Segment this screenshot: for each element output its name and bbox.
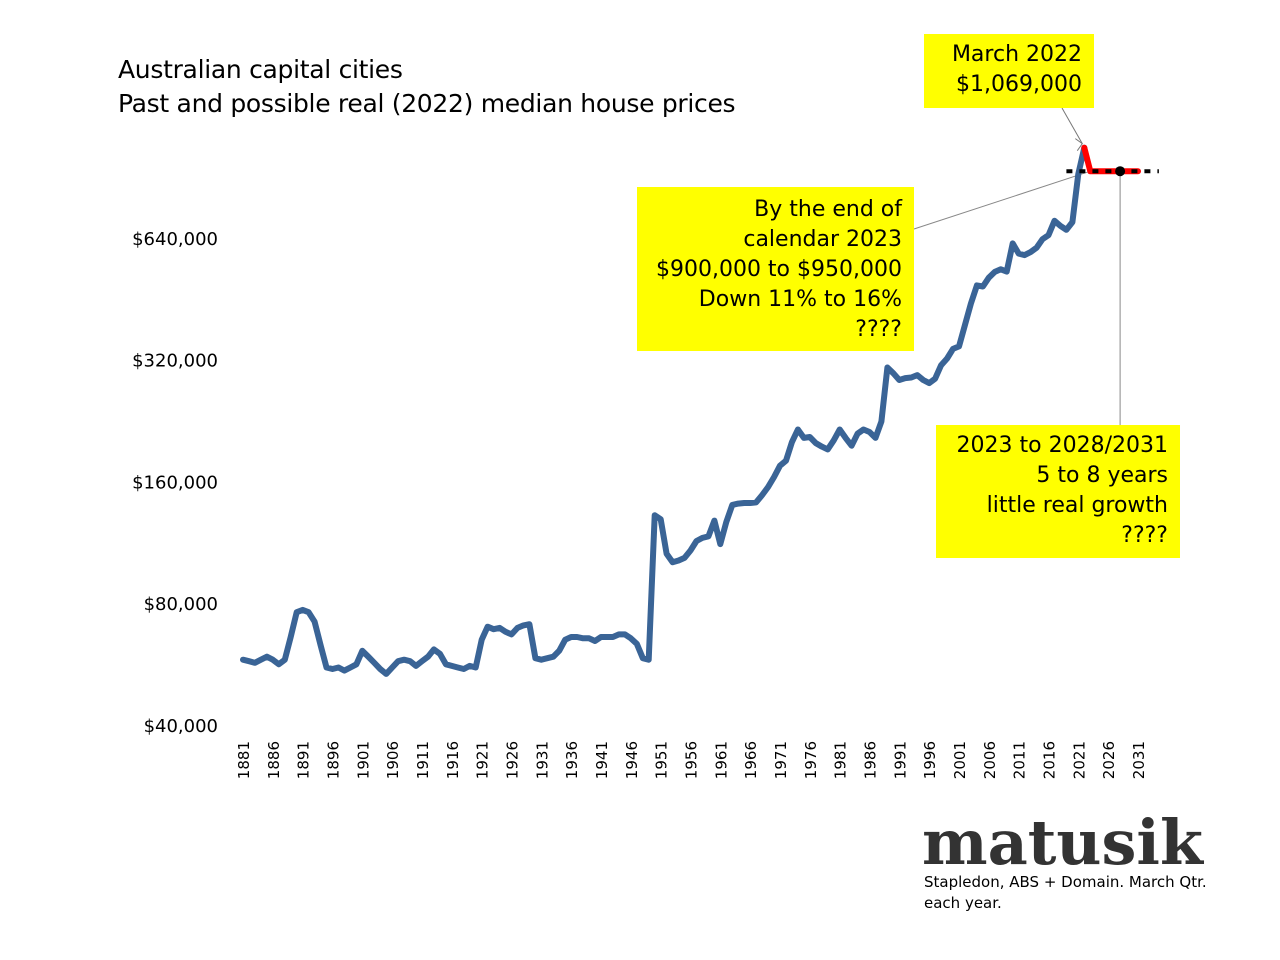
x-tick-label: 1946 bbox=[623, 741, 641, 779]
callout-march-2022: March 2022 $1,069,000 bbox=[924, 34, 1094, 108]
x-tick-label: 1891 bbox=[295, 741, 313, 779]
callout-line: March 2022 bbox=[951, 42, 1082, 67]
callout-line: ???? bbox=[1121, 523, 1168, 548]
callout-line: $1,069,000 bbox=[956, 72, 1082, 97]
callout-line: 5 to 8 years bbox=[1036, 463, 1168, 488]
callout-line: calendar 2023 bbox=[743, 227, 902, 252]
y-tick-label: $640,000 bbox=[132, 229, 218, 250]
x-tick-label: 1976 bbox=[802, 741, 820, 779]
x-tick-label: 1906 bbox=[384, 741, 402, 779]
callout-growth: 2023 to 2028/2031 5 to 8 years little re… bbox=[936, 425, 1180, 558]
x-tick-label: 1941 bbox=[593, 741, 611, 779]
x-tick-label: 2011 bbox=[1011, 741, 1029, 779]
x-tick-label: 1981 bbox=[832, 741, 850, 779]
forecast-marker-point bbox=[1115, 166, 1126, 177]
guide-line-march-2022 bbox=[1061, 107, 1083, 144]
source-note: Stapledon, ABS + Domain. March Qtr. each… bbox=[924, 873, 1207, 912]
x-tick-label: 1911 bbox=[414, 741, 432, 779]
forecast-series-line bbox=[1081, 144, 1141, 175]
x-tick-label: 1901 bbox=[354, 741, 372, 779]
x-tick-label: 1916 bbox=[444, 741, 462, 779]
x-tick-label: 2016 bbox=[1041, 741, 1059, 779]
x-tick-label: 2001 bbox=[951, 741, 969, 779]
chart-title-line-1: Australian capital cities bbox=[118, 55, 403, 84]
x-tick-label: 1996 bbox=[921, 741, 939, 779]
x-tick-label: 1881 bbox=[235, 741, 253, 779]
x-tick-label: 1986 bbox=[862, 741, 880, 779]
x-tick-label: 1896 bbox=[325, 741, 343, 779]
x-tick-label: 1926 bbox=[504, 741, 522, 779]
x-tick-label: 2021 bbox=[1070, 741, 1088, 779]
callout-line: 2023 to 2028/2031 bbox=[956, 433, 1168, 458]
guide-arrow-march-2022 bbox=[1075, 138, 1083, 151]
callout-line: ???? bbox=[855, 317, 902, 342]
x-tick-label: 1931 bbox=[533, 741, 551, 779]
matusik-logo: matusik bbox=[922, 806, 1203, 879]
x-tick-label: 1966 bbox=[742, 741, 760, 779]
y-tick-label: $320,000 bbox=[132, 351, 218, 372]
y-tick-label: $40,000 bbox=[144, 716, 218, 737]
callout-line: little real growth bbox=[986, 493, 1168, 518]
x-tick-label: 1886 bbox=[265, 741, 283, 779]
x-tick-label: 1956 bbox=[683, 741, 701, 779]
callout-line: Down 11% to 16% bbox=[698, 287, 902, 312]
x-tick-label: 2006 bbox=[981, 741, 999, 779]
x-tick-label: 1951 bbox=[653, 741, 671, 779]
callout-line: $900,000 to $950,000 bbox=[655, 257, 902, 282]
y-tick-label: $160,000 bbox=[132, 472, 218, 493]
x-tick-label: 1936 bbox=[563, 741, 581, 779]
x-tick-label: 1971 bbox=[772, 741, 790, 779]
callout-end-2023: By the end of calendar 2023 $900,000 to … bbox=[637, 187, 914, 351]
x-tick-label: 1991 bbox=[891, 741, 909, 779]
x-axis: 1881 1886 1891 1896 1901 1906 1911 1916 1921 1926… bbox=[235, 741, 1148, 779]
guide-line-end-2023 bbox=[913, 170, 1091, 230]
x-tick-label: 1921 bbox=[474, 741, 492, 779]
chart-title-line-2: Past and possible real (2022) median hou… bbox=[118, 89, 736, 118]
callout-line: By the end of bbox=[754, 197, 902, 222]
y-axis: $40,000 $80,000 $160,000 $320,000 $640,000 bbox=[132, 229, 218, 737]
x-tick-label: 2026 bbox=[1100, 741, 1118, 779]
x-tick-label: 1961 bbox=[712, 741, 730, 779]
history-series-line bbox=[240, 144, 1088, 677]
y-tick-label: $80,000 bbox=[144, 594, 218, 615]
callout-guides bbox=[913, 107, 1121, 425]
x-tick-label: 2031 bbox=[1130, 741, 1148, 779]
